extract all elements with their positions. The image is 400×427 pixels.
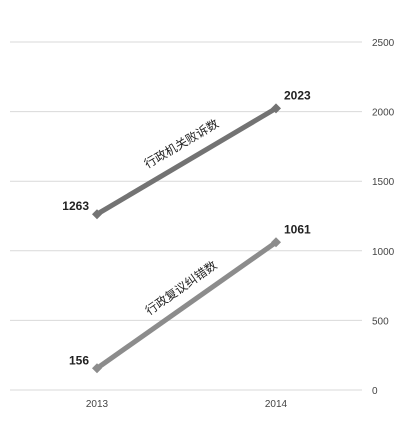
data-label-0-2014: 2023 <box>284 88 311 102</box>
series-0-point-2014 <box>271 103 281 114</box>
series-line-1 <box>95 240 278 371</box>
x-category-label-2014: 2014 <box>265 399 288 410</box>
series-line-0 <box>95 106 278 217</box>
y-tick-label-2500: 2500 <box>372 38 395 49</box>
x-category-label-2013: 2013 <box>86 399 109 410</box>
data-label-0-2013: 1263 <box>62 199 89 213</box>
series-1-point-2014 <box>271 237 281 248</box>
data-label-1-2014: 1061 <box>284 222 311 236</box>
y-tick-label-500: 500 <box>372 316 389 327</box>
y-tick-label-1000: 1000 <box>372 247 395 258</box>
y-tick-label-2000: 2000 <box>372 108 395 119</box>
x-axis-category-labels: 2013 2014 <box>86 399 288 410</box>
y-tick-label-0: 0 <box>372 386 378 397</box>
y-axis-tick-labels: 0 500 1000 1500 2000 2500 <box>372 38 395 397</box>
data-label-1-2013: 156 <box>69 353 89 367</box>
y-tick-label-1500: 1500 <box>372 177 395 188</box>
series-1-point-2013 <box>92 363 102 374</box>
gridlines <box>10 41 362 391</box>
series-0-point-2013 <box>92 209 102 220</box>
